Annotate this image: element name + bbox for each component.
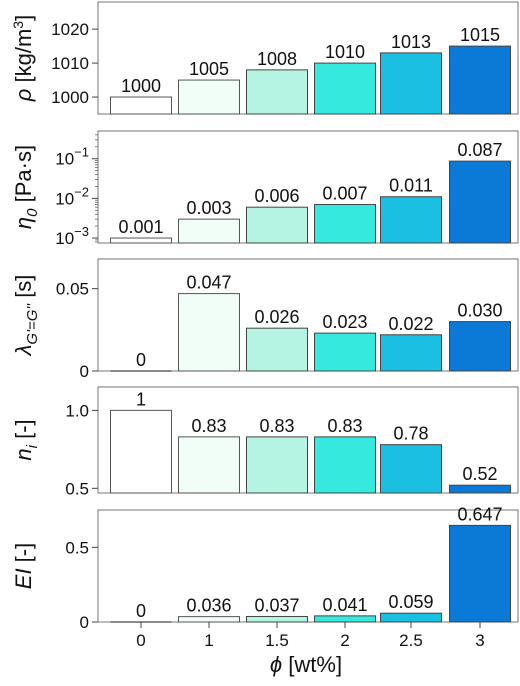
panel-elasticity-index: 0 0.5 0 0.036 0.037 0.041 0.059 0.647 EI [-] xyxy=(11,504,519,632)
y-tick-label: 0 xyxy=(80,362,89,381)
data-label: 0 xyxy=(136,601,146,621)
bar xyxy=(314,332,376,372)
data-label: 1005 xyxy=(189,59,229,79)
data-label: 0.011 xyxy=(389,176,433,196)
panel-flow-index: 0.5 1.0 1 0.83 0.83 0.83 0.78 0.52 ni [-] xyxy=(11,386,519,498)
data-label: 0.037 xyxy=(254,595,299,615)
y-tick-label: 10−2 xyxy=(55,184,89,208)
data-label: 0.026 xyxy=(254,307,299,327)
bar xyxy=(380,196,442,244)
data-label: 0.007 xyxy=(322,184,367,204)
data-label: 0 xyxy=(136,350,146,370)
panel-relaxation-time: 0 0.05 0 0.047 0.026 0.023 0.022 0.030 λG'=G'' [… xyxy=(11,258,519,381)
y-axis-label: η0 [Pa·s] xyxy=(11,145,41,229)
data-label: 0.059 xyxy=(388,592,433,612)
bar xyxy=(246,69,308,115)
y-axis-label: ρ [kg/m3] xyxy=(10,15,36,102)
bar xyxy=(314,204,376,244)
bar xyxy=(110,96,172,115)
data-label: 0.83 xyxy=(327,416,362,436)
data-label: 0.52 xyxy=(462,464,497,484)
data-label: 1008 xyxy=(257,49,297,69)
data-label: 0.036 xyxy=(186,596,231,616)
bar xyxy=(178,79,240,115)
x-tick-label: 1 xyxy=(204,631,213,650)
data-label: 0.001 xyxy=(118,217,163,237)
data-label: 1013 xyxy=(391,32,431,52)
bar xyxy=(380,52,442,115)
data-label: 0.023 xyxy=(322,312,367,332)
data-label: 1 xyxy=(136,389,146,409)
bar xyxy=(246,206,308,244)
bar xyxy=(380,334,442,372)
bar xyxy=(178,218,240,244)
y-tick-label: 0.5 xyxy=(65,479,89,498)
bar xyxy=(110,409,172,494)
bar xyxy=(246,615,308,623)
bar xyxy=(449,524,511,623)
x-tick-label: 2 xyxy=(340,631,349,650)
y-tick-label: 1.0 xyxy=(65,401,89,420)
y-tick-label: 1010 xyxy=(51,54,89,73)
x-tick-label: 3 xyxy=(475,631,484,650)
bar xyxy=(314,62,376,115)
y-axis-label: λG'=G'' [s] xyxy=(11,275,41,357)
data-label: 0.041 xyxy=(322,595,367,615)
x-tick-label: 1.5 xyxy=(265,631,289,650)
bar xyxy=(246,436,308,494)
bar xyxy=(178,616,240,623)
panel-density: 1000 1010 1020 1000 1005 1008 1010 1013 1015 ρ [k… xyxy=(10,1,519,115)
bar xyxy=(314,615,376,623)
bar xyxy=(178,293,240,372)
bar xyxy=(380,444,442,494)
data-label: 0.087 xyxy=(457,140,502,160)
bar xyxy=(449,45,511,115)
panel-viscosity: 10−3 10−2 10−1 0.001 0.003 0.006 0.007 0.011 0.0… xyxy=(11,130,519,248)
data-label: 0.647 xyxy=(457,504,502,524)
data-label: 0.78 xyxy=(393,424,428,444)
y-axis-label: EI [-] xyxy=(11,543,36,589)
data-label: 1015 xyxy=(460,25,500,45)
x-tick-label: 2.5 xyxy=(399,631,423,650)
data-label: 0.83 xyxy=(191,416,226,436)
y-tick-label: 0.05 xyxy=(56,280,89,299)
x-axis-label: ϕ [wt%] xyxy=(270,652,342,677)
bar xyxy=(449,160,511,244)
bar xyxy=(246,327,308,372)
y-tick-label: 0 xyxy=(80,613,89,632)
data-label: 1010 xyxy=(325,42,365,62)
y-axis-label: ni [-] xyxy=(11,419,41,460)
y-tick-label: 10−1 xyxy=(55,145,89,169)
data-label: 0.003 xyxy=(186,198,231,218)
data-label: 0.006 xyxy=(254,186,299,206)
y-tick-label: 1020 xyxy=(51,20,89,39)
y-tick-label: 1000 xyxy=(51,88,89,107)
bar xyxy=(380,612,442,623)
bar xyxy=(449,484,511,494)
bar xyxy=(110,237,172,244)
x-tick-label: 0 xyxy=(136,631,145,650)
data-label: 1000 xyxy=(121,76,161,96)
bar xyxy=(449,321,511,372)
data-label: 0.030 xyxy=(457,301,502,321)
data-label: 0.83 xyxy=(259,416,294,436)
bar xyxy=(178,436,240,494)
y-tick-label: 10−3 xyxy=(55,224,89,248)
bar xyxy=(314,436,376,494)
data-label: 0.047 xyxy=(186,273,231,293)
data-label: 0.022 xyxy=(388,314,433,334)
y-tick-label: 0.5 xyxy=(65,538,89,557)
